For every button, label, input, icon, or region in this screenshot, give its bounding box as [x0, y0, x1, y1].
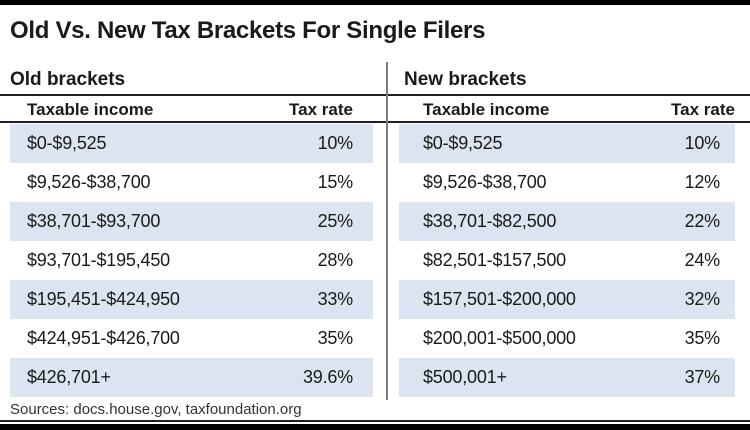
table-row: $195,451-$424,950 33%	[10, 280, 373, 319]
page-title: Old Vs. New Tax Brackets For Single File…	[10, 17, 486, 44]
income-cell: $9,526-$38,700	[423, 172, 547, 192]
rate-cell: 39.6%	[302, 367, 353, 387]
rate-cell: 10%	[684, 133, 721, 153]
income-cell: $38,701-$93,700	[27, 211, 161, 231]
section-label-old-brackets: Old brackets	[10, 69, 126, 90]
rule-above-bottom-bar	[0, 420, 750, 422]
table-row: $9,526-$38,700 12%	[399, 163, 735, 202]
rule-under-section-labels	[0, 94, 750, 96]
rate-cell: 35%	[684, 328, 721, 348]
table-row: $38,701-$82,500 22%	[399, 202, 735, 241]
rate-cell: 33%	[317, 289, 354, 309]
bottom-rule-bar	[0, 424, 750, 430]
table-row: $82,501-$157,500 24%	[399, 241, 735, 280]
rate-cell: 25%	[317, 211, 354, 231]
table-row: $93,701-$195,450 28%	[10, 241, 373, 280]
table-row: $0-$9,525 10%	[10, 124, 373, 163]
rate-cell: 12%	[684, 172, 721, 192]
income-cell: $424,951-$426,700	[27, 328, 180, 348]
rate-cell: 22%	[684, 211, 721, 231]
top-rule-bar	[0, 0, 750, 5]
income-cell: $93,701-$195,450	[27, 250, 170, 270]
income-cell: $195,451-$424,950	[27, 289, 180, 309]
table-row: $38,701-$93,700 25%	[10, 202, 373, 241]
table-row: $9,526-$38,700 15%	[10, 163, 373, 202]
rate-cell: 37%	[684, 367, 721, 387]
income-cell: $426,701+	[27, 367, 111, 387]
income-cell: $500,001+	[423, 367, 507, 387]
rate-cell: 32%	[684, 289, 721, 309]
income-cell: $9,526-$38,700	[27, 172, 151, 192]
income-cell: $157,501-$200,000	[423, 289, 576, 309]
income-cell: $0-$9,525	[27, 133, 107, 153]
old-brackets-table: $0-$9,525 10% $9,526-$38,700 15% $38,701…	[10, 124, 373, 397]
rate-cell: 10%	[317, 133, 354, 153]
income-cell: $82,501-$157,500	[423, 250, 566, 270]
table-row: $157,501-$200,000 32%	[399, 280, 735, 319]
vertical-divider	[386, 62, 388, 400]
section-label-new-brackets: New brackets	[404, 69, 527, 90]
column-header-old-taxable-income: Taxable income	[27, 100, 154, 119]
new-brackets-table: $0-$9,525 10% $9,526-$38,700 12% $38,701…	[399, 124, 735, 397]
table-row: $424,951-$426,700 35%	[10, 319, 373, 358]
table-row: $500,001+ 37%	[399, 358, 735, 397]
table-row: $426,701+ 39.6%	[10, 358, 373, 397]
rate-cell: 28%	[317, 250, 354, 270]
income-cell: $0-$9,525	[423, 133, 503, 153]
rate-cell: 15%	[317, 172, 354, 192]
table-row: $200,001-$500,000 35%	[399, 319, 735, 358]
income-cell: $38,701-$82,500	[423, 211, 557, 231]
sources-note: Sources: docs.house.gov, taxfoundation.o…	[10, 401, 302, 418]
rate-cell: 35%	[317, 328, 354, 348]
column-header-old-tax-rate: Tax rate	[289, 100, 353, 119]
rule-under-column-headers	[0, 121, 750, 123]
income-cell: $200,001-$500,000	[423, 328, 576, 348]
rate-cell: 24%	[684, 250, 721, 270]
table-row: $0-$9,525 10%	[399, 124, 735, 163]
column-header-new-taxable-income: Taxable income	[423, 100, 550, 119]
column-header-new-tax-rate: Tax rate	[671, 100, 735, 119]
